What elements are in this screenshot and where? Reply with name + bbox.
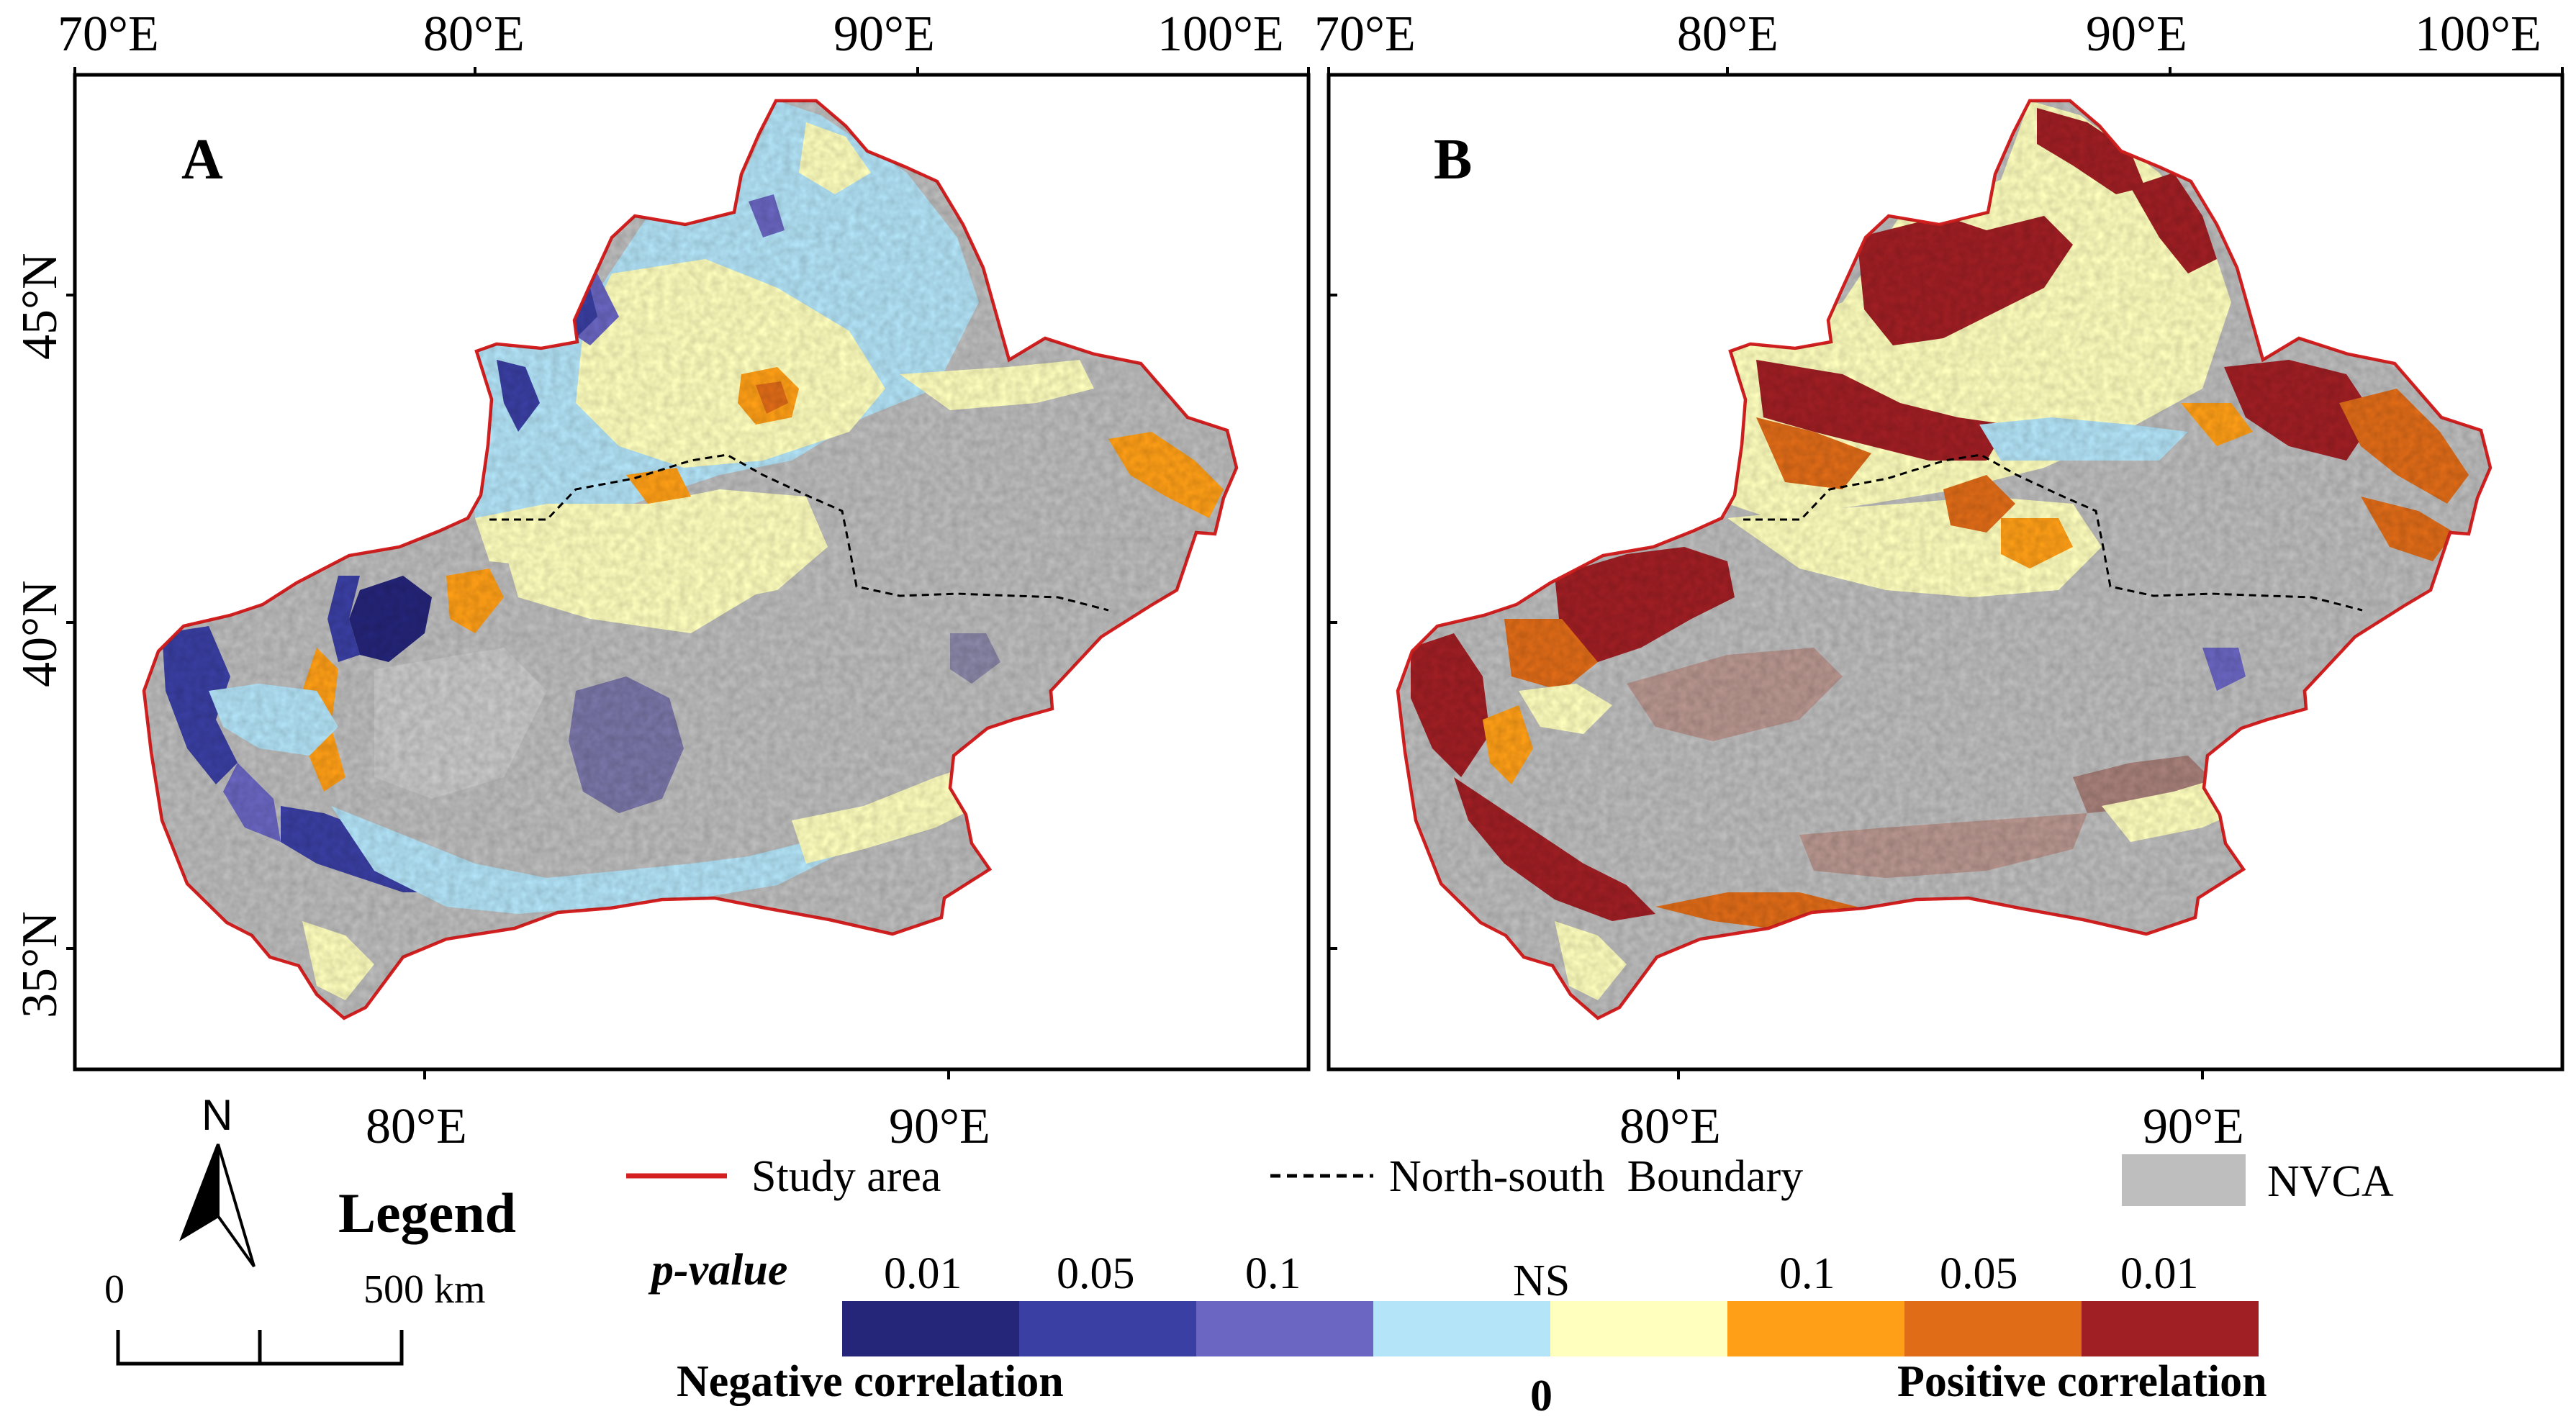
positive-correlation-label: Positive correlation [1897,1357,2267,1406]
a-north-south-boundary [489,453,1109,612]
pvalue-tick: 0.01 [2120,1249,2199,1298]
panel-b-bottom-lon-80: 80°E [1619,1099,1721,1154]
nvca-label: NVCA [2267,1157,2394,1206]
boundary-label: North-south Boundary [1389,1152,1803,1201]
panel-a-bottom-lon-90: 90°E [889,1099,990,1154]
north-arrow-label: N [202,1091,232,1139]
pvalue-tick: 0.1 [1245,1249,1301,1298]
colorbar-neg-001 [842,1301,1019,1356]
pvalue-label: p-value [648,1246,787,1295]
panel-a-top-lon-90: 90°E [833,6,935,62]
pvalue-tick: 0.05 [1057,1249,1135,1298]
panel-a: A 70°E 80°E 90°E 100°E 80°E 90°E 45°N 40… [12,6,1311,1154]
panel-a-lat-40: 40°N [12,580,68,687]
b-positive-001-west [1555,547,1735,662]
pvalue-colorbar [842,1301,2259,1356]
panel-a-bottom-lon-80: 80°E [366,1099,467,1154]
panel-b: B 70°E 80°E 90°E 100°E 80°E 90°E [1314,6,2564,1154]
colorbar-pos-005 [1904,1301,2082,1356]
panel-a-top-lon-80: 80°E [423,6,525,62]
pvalue-tick: 0.05 [1940,1249,2018,1298]
panel-b-ticks [1327,67,2564,1079]
panel-a-top-lon-70: 70°E [58,6,159,62]
a-negative-01-core [569,676,684,813]
panel-a-top-lon-100: 100°E [1157,6,1284,62]
scale-bar-end: 500 km [363,1267,486,1312]
panel-b-top-lon-100: 100°E [2415,6,2541,62]
legend: Legend Study area North-south Boundary N… [338,1152,2394,1421]
b-north-south-boundary [1743,453,2363,612]
colorbar-ns-pos [1550,1301,1727,1356]
study-area-label: Study area [751,1152,941,1201]
pvalue-tick: 0.01 [884,1249,962,1298]
panel-b-top-lon-70: 70°E [1314,6,1416,62]
panel-a-lat-35: 35°N [12,911,68,1018]
legend-title: Legend [338,1182,516,1244]
negative-correlation-label: Negative correlation [677,1357,1064,1406]
colorbar-ns-neg [1373,1301,1550,1356]
panel-b-map [1329,75,2562,1069]
north-arrow: N [179,1091,256,1268]
panel-b-top-lon-80: 80°E [1677,6,1779,62]
colorbar-pos-01 [1727,1301,1904,1356]
colorbar-pos-001 [2082,1301,2259,1356]
b-positive-001-cluster [1857,216,2073,345]
panel-b-bottom-lon-90: 90°E [2143,1099,2244,1154]
colorbar-neg-005 [1019,1301,1196,1356]
panel-a-map [75,75,1309,1069]
pvalue-tick: 0.1 [1779,1249,1835,1298]
zero-label: 0 [1530,1372,1553,1421]
panel-b-label: B [1434,128,1472,191]
scale-bar-line [116,1330,404,1366]
scale-bar-start: 0 [104,1267,125,1312]
scale-bar: 0 500 km [104,1267,486,1366]
panel-a-lat-45: 45°N [12,253,68,360]
colorbar-neg-01 [1196,1301,1373,1356]
a-negative-001-patch [349,576,432,662]
pvalue-ticks: 0.01 0.05 0.1 NS 0.1 0.05 0.01 [884,1249,2199,1305]
nvca-swatch [2122,1154,2246,1206]
a-ns-positive-zone [576,259,885,468]
panel-a-label: A [181,128,223,191]
pvalue-tick: NS [1513,1256,1570,1305]
panel-b-top-lon-90: 90°E [2086,6,2187,62]
panel-a-ticks [66,67,1310,1079]
